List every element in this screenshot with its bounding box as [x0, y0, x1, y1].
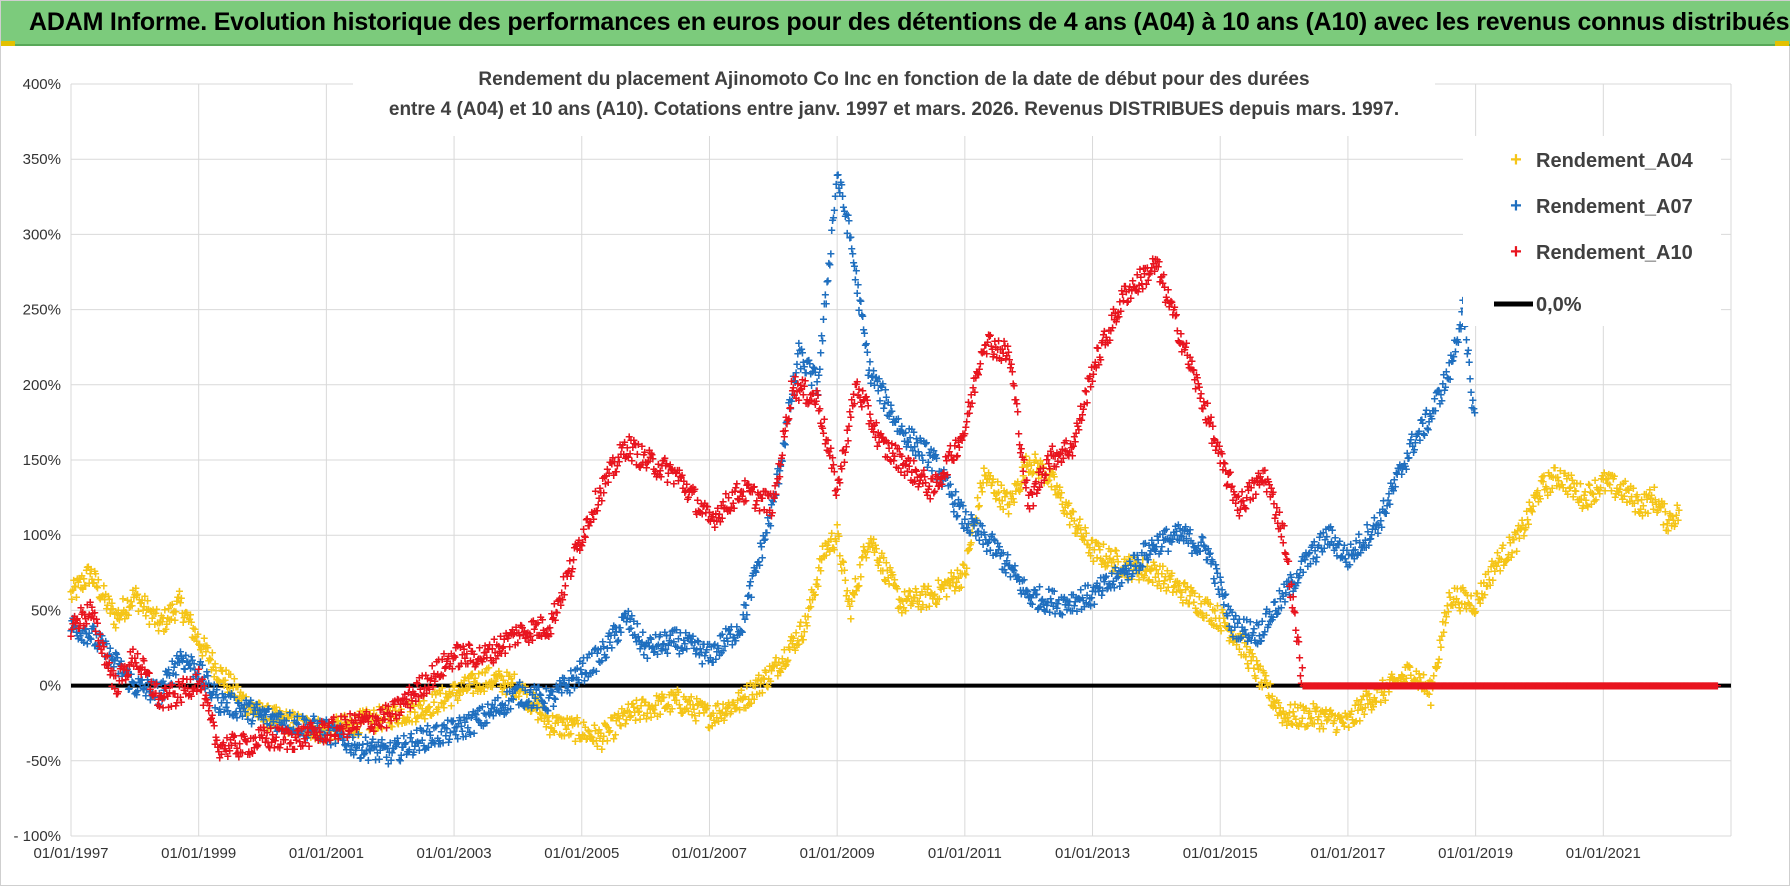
x-tick-label: 01/01/2003 [417, 845, 492, 862]
x-tick-label: 01/01/2013 [1055, 845, 1130, 862]
data-point-a04: + [975, 497, 983, 513]
data-point-a10: + [1285, 553, 1293, 569]
y-tick-label: 50% [31, 602, 61, 619]
x-axis-labels: 01/01/1997 01/01/1999 01/01/2001 01/01/2003… [33, 845, 1640, 862]
data-point-a07: + [743, 607, 751, 623]
data-point-a07: + [819, 311, 827, 327]
x-tick-label: 01/01/1999 [161, 845, 236, 862]
data-point-a07: + [1465, 354, 1473, 370]
data-point-a04: + [835, 528, 843, 544]
data-point-a04: + [1427, 697, 1435, 713]
data-point-a07: + [819, 332, 827, 348]
data-point-a10: + [971, 384, 979, 400]
data-point-a07: + [747, 589, 755, 605]
y-tick-label: 200% [23, 377, 61, 394]
data-point-a10: + [1083, 395, 1091, 411]
y-tick-label: 100% [23, 527, 61, 544]
x-tick-label: 01/01/2009 [800, 845, 875, 862]
data-point-a10: + [778, 447, 786, 463]
data-point-a04: + [963, 560, 971, 576]
y-tick-label: 350% [23, 151, 61, 168]
title-banner: ADAM Informe. Evolution historique des p… [1, 1, 1790, 46]
data-point-a10: + [1298, 660, 1306, 676]
series-a10: ++++++++++++++++++++++++++++++++++++++++… [67, 251, 1721, 766]
data-point-a10: + [836, 474, 844, 490]
data-point-a10: + [1291, 605, 1299, 621]
data-point-a07: + [758, 550, 766, 566]
data-point-a07: + [827, 245, 835, 261]
x-tick-label: 01/01/2017 [1310, 845, 1385, 862]
x-tick-label: 01/01/2019 [1438, 845, 1513, 862]
data-point-a07: + [1446, 371, 1454, 387]
y-tick-label: 0% [39, 678, 61, 695]
x-tick-label: 01/01/2005 [544, 845, 619, 862]
y-tick-label: 150% [23, 452, 61, 469]
data-point-a10: + [844, 432, 852, 448]
data-point-a07: + [1378, 519, 1386, 535]
data-point-a07: + [822, 296, 830, 312]
y-tick-label: - 100% [13, 828, 61, 845]
y-tick-label: 250% [23, 302, 61, 319]
x-tick-label: 01/01/2001 [289, 845, 364, 862]
data-point-a07: + [845, 212, 853, 228]
data-point-a04: + [857, 569, 865, 585]
y-axis-labels: - 100% -50% 0% 50% 100% 150% 200% 250% 300% 350% 4… [13, 76, 61, 845]
banner-title: ADAM Informe. Evolution historique des p… [29, 8, 1789, 37]
data-point-a07: + [824, 273, 832, 289]
y-tick-label: -50% [26, 753, 61, 770]
data-point-a10: + [1295, 634, 1303, 650]
data-point-a07: + [1471, 405, 1479, 421]
y-tick-label: 300% [23, 226, 61, 243]
data-point-a04: + [1675, 502, 1683, 518]
x-tick-label: 01/01/1997 [33, 845, 108, 862]
x-tick-label: 01/01/2015 [1183, 845, 1258, 862]
x-tick-label: 01/01/2007 [672, 845, 747, 862]
data-point-a10: + [1020, 451, 1028, 467]
y-tick-label: 400% [23, 76, 61, 93]
data-point-a10: + [1014, 404, 1022, 420]
performance-chart: - 100% -50% 0% 50% 100% 150% 200% 250% 300% 350% 4… [1, 46, 1790, 887]
data-point-a07: + [816, 361, 824, 377]
data-point-a04: + [847, 610, 855, 626]
data-point-a07: + [830, 202, 838, 218]
x-tick-label: 01/01/2011 [928, 845, 1002, 862]
data-point-a10: + [820, 411, 828, 427]
data-point-a10: + [1172, 306, 1180, 322]
data-point-a10: + [1280, 517, 1288, 533]
data-point-a10: + [943, 466, 951, 482]
data-point-a10: + [547, 626, 555, 642]
data-point-a10: + [768, 505, 776, 521]
data-point-a10: + [1097, 352, 1105, 368]
data-point-a04: + [814, 578, 822, 594]
data-point-a07: + [854, 276, 862, 292]
x-tick-label: 01/01/2021 [1566, 845, 1641, 862]
